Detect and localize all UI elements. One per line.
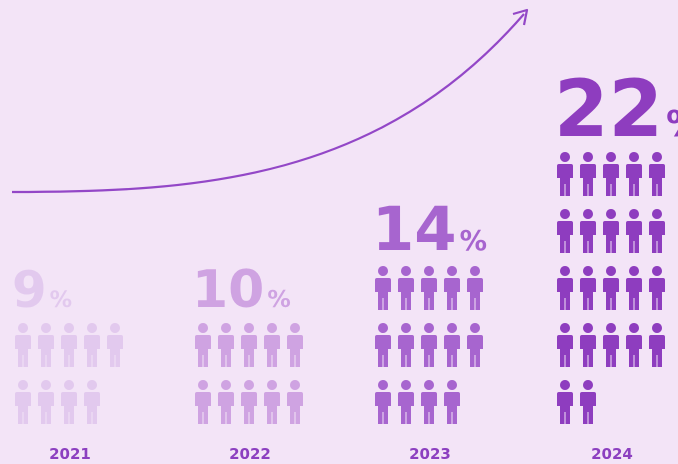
person-icon: [649, 209, 665, 253]
value-number: 14: [372, 195, 457, 265]
person-icon: [287, 380, 303, 424]
person-icon: [61, 380, 77, 424]
person-icon: [603, 152, 619, 196]
arrow-head: [512, 8, 529, 26]
person-icon: [375, 380, 391, 424]
person-icon: [398, 380, 414, 424]
person-icon: [626, 323, 642, 367]
value-label: 14%: [372, 195, 487, 265]
person-icon: [626, 209, 642, 253]
person-icon: [626, 152, 642, 196]
person-icon: [557, 152, 573, 196]
value-unit: %: [267, 285, 290, 313]
person-icon: [287, 323, 303, 367]
person-icon: [603, 323, 619, 367]
person-icon: [38, 323, 54, 367]
person-icon: [444, 266, 460, 310]
person-icon: [467, 266, 483, 310]
person-icon: [557, 209, 573, 253]
person-icon: [557, 266, 573, 310]
person-icon: [195, 380, 211, 424]
value-label: 22%: [554, 64, 678, 155]
trend-arrow: [11, 13, 525, 194]
person-icon: [580, 323, 596, 367]
value-number: 22: [554, 64, 663, 155]
person-icon: [61, 323, 77, 367]
person-icon: [398, 323, 414, 367]
person-icon: [241, 323, 257, 367]
person-icon: [15, 380, 31, 424]
person-icon: [241, 380, 257, 424]
year-label: 2021: [49, 445, 91, 463]
person-icon: [195, 323, 211, 367]
person-icon: [626, 266, 642, 310]
person-icon: [264, 380, 280, 424]
person-icon: [467, 323, 483, 367]
year-label: 2022: [229, 445, 271, 463]
value-unit: %: [460, 226, 487, 257]
person-icon: [218, 323, 234, 367]
value-number: 9: [12, 261, 47, 319]
person-icon: [603, 209, 619, 253]
person-icon: [557, 323, 573, 367]
person-icon: [557, 380, 573, 424]
person-icon: [421, 266, 437, 310]
person-icon: [375, 266, 391, 310]
person-icon: [84, 323, 100, 367]
person-icon: [444, 380, 460, 424]
person-icon: [375, 323, 391, 367]
year-label: 2024: [591, 445, 633, 463]
person-icon: [649, 266, 665, 310]
value-label: 9%: [12, 261, 72, 319]
person-icon: [398, 266, 414, 310]
person-icon: [580, 152, 596, 196]
person-icon: [603, 266, 619, 310]
person-icon: [580, 266, 596, 310]
person-icon: [421, 380, 437, 424]
person-icon: [264, 323, 280, 367]
value-unit: %: [666, 104, 678, 145]
person-icon: [444, 323, 460, 367]
person-icon: [421, 323, 437, 367]
value-unit: %: [50, 287, 72, 313]
value-number: 10: [192, 260, 264, 320]
person-icon: [107, 323, 123, 367]
person-icon: [84, 380, 100, 424]
person-icon: [649, 152, 665, 196]
person-icon: [38, 380, 54, 424]
person-icon: [218, 380, 234, 424]
person-icon: [580, 380, 596, 424]
person-icon: [649, 323, 665, 367]
person-icon: [580, 209, 596, 253]
year-label: 2023: [409, 445, 451, 463]
value-label: 10%: [192, 260, 291, 320]
person-icon: [15, 323, 31, 367]
